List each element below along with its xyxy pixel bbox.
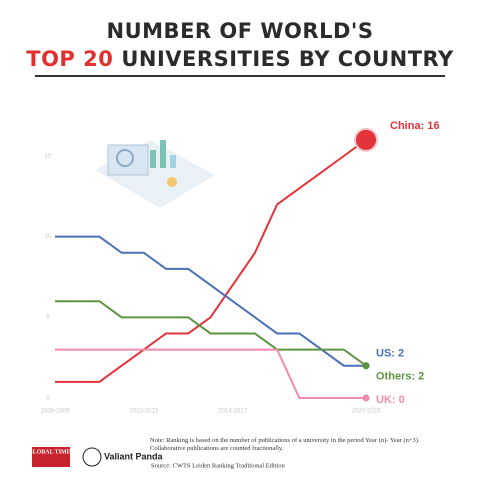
logo-global-times: GLOBAL TIMES	[28, 449, 75, 455]
end-marker	[362, 394, 370, 402]
note-box: Note: Ranking is based on the number of …	[150, 437, 420, 452]
illustration	[95, 140, 215, 208]
title-rest: UNIVERSITIES BY COUNTRY	[121, 47, 454, 71]
x-tick-label: 2006-2009	[41, 409, 70, 415]
series-line	[55, 139, 367, 383]
panda-icon	[82, 447, 102, 467]
series-line	[55, 300, 367, 367]
series-line	[55, 348, 366, 399]
chart-title: NUMBER OF WORLD'S	[107, 19, 374, 43]
note: Note: Ranking is based on the number of …	[150, 437, 420, 452]
x-tick-label: 2014-2017	[218, 409, 247, 415]
end-label: US: 2	[376, 348, 404, 360]
end-label: UK: 0	[376, 394, 405, 406]
series-line	[55, 235, 366, 367]
end-marker	[362, 362, 370, 370]
y-tick-label: 0	[46, 396, 50, 402]
x-tick-label: 2020-2023	[352, 409, 381, 415]
title-highlight: TOP 20	[26, 47, 113, 71]
y-tick-label: 5	[46, 315, 50, 321]
y-tick-label: 10	[45, 234, 52, 240]
plot-area: 0 5 10 15 2006-2009 2010-2013 2014-2017 2020-20…	[41, 120, 440, 415]
end-label: Others: 2	[376, 371, 424, 383]
x-tick-label: 2010-2013	[130, 409, 159, 415]
logo-box	[32, 447, 70, 467]
logo-valiant-panda: Valiant Panda	[104, 451, 164, 461]
chart-title-line-2: TOP 20 UNIVERSITIES BY COUNTRY	[26, 47, 454, 71]
end-marker	[354, 127, 378, 152]
source: Source: CWTS Leiden Ranking Traditional …	[151, 462, 286, 469]
end-label: China: 16	[390, 120, 440, 132]
y-tick-label: 15	[45, 154, 52, 160]
